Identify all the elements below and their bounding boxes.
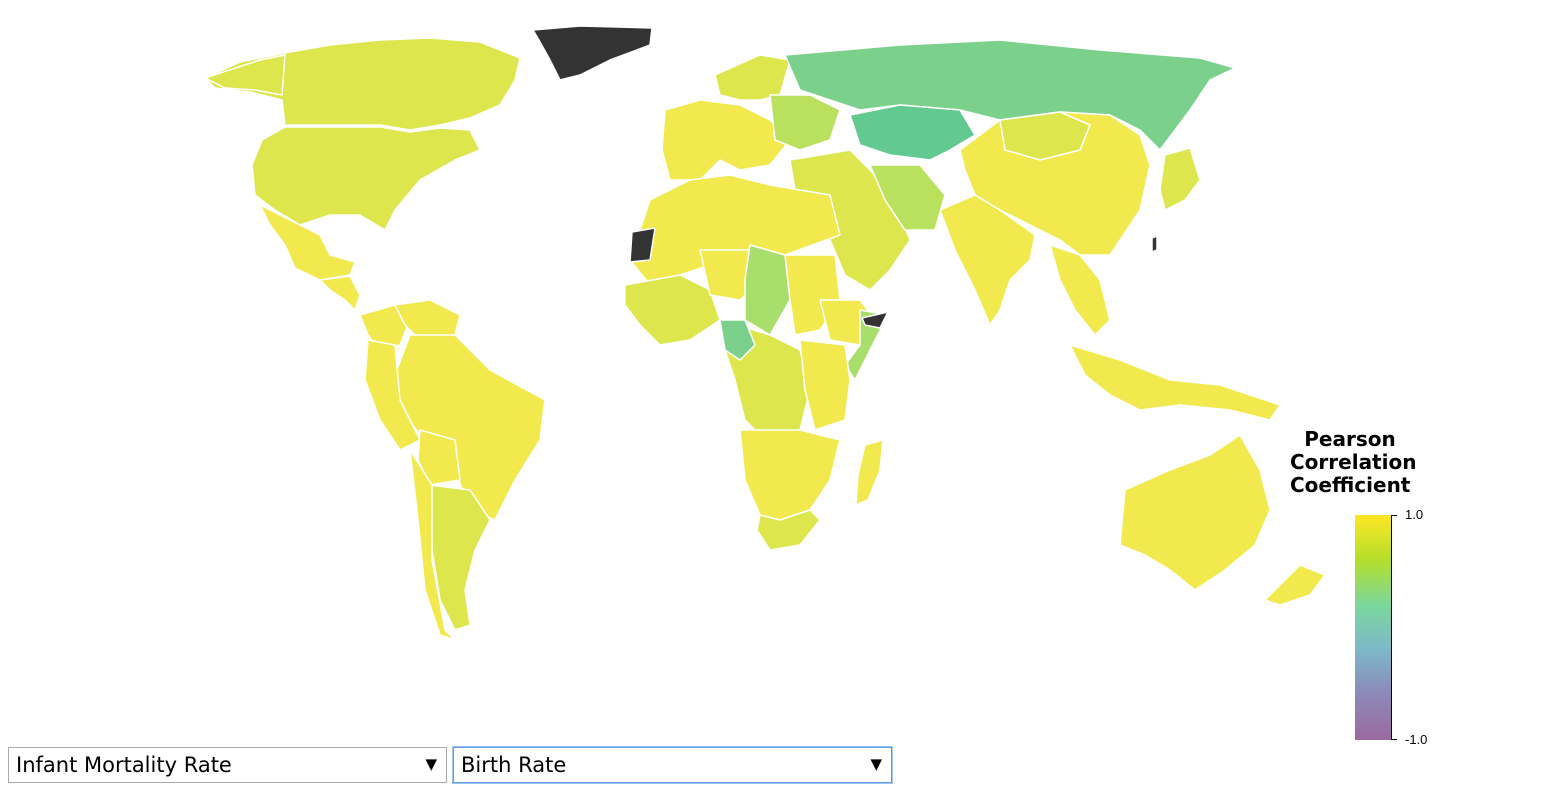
country-east-africa[interactable]	[799, 339, 851, 431]
country-southern-africa[interactable]	[739, 429, 841, 521]
country-japan[interactable]	[1159, 147, 1201, 211]
x-variable-select[interactable]: Infant Mortality Rate ▼	[8, 747, 447, 783]
country-europe[interactable]	[661, 99, 791, 181]
country-cameroon[interactable]	[719, 319, 756, 361]
country-west-africa[interactable]	[624, 274, 721, 346]
country-usa[interactable]	[251, 126, 481, 231]
legend-max-label: 1.0	[1405, 507, 1424, 522]
country-peru[interactable]	[364, 339, 421, 451]
country-southeast-asia[interactable]	[1049, 244, 1111, 336]
legend-tick-min	[1391, 739, 1397, 740]
y-variable-selected: Birth Rate	[461, 753, 567, 777]
chevron-down-icon: ▼	[870, 755, 882, 773]
country-iran[interactable]	[869, 164, 946, 231]
x-variable-selected: Infant Mortality Rate	[16, 753, 232, 777]
country-central-america[interactable]	[319, 275, 361, 311]
country-western-sahara[interactable]	[629, 227, 656, 263]
country-chile[interactable]	[409, 449, 456, 641]
legend-title-line-1: Pearson	[1304, 427, 1396, 451]
y-variable-select[interactable]: Birth Rate ▼	[453, 747, 892, 783]
legend-color-scale	[1355, 515, 1391, 740]
chevron-down-icon: ▼	[425, 755, 437, 773]
country-alaska[interactable]	[204, 54, 286, 96]
country-india[interactable]	[939, 194, 1036, 326]
legend-tick-max	[1391, 515, 1397, 516]
country-russia[interactable]	[784, 39, 1236, 151]
legend-axis	[1391, 515, 1398, 740]
legend-min-label: -1.0	[1405, 732, 1428, 747]
country-australia[interactable]	[1119, 434, 1271, 591]
country-madagascar[interactable]	[855, 439, 884, 506]
country-mongolia[interactable]	[999, 111, 1091, 161]
country-somaliland[interactable]	[861, 311, 889, 329]
country-bolivia[interactable]	[417, 429, 461, 486]
country-new-zealand[interactable]	[1264, 564, 1326, 606]
country-kazakhstan[interactable]	[849, 104, 976, 161]
legend-title-line-2: Correlation	[1290, 450, 1417, 474]
country-greenland[interactable]	[532, 25, 653, 81]
country-eastern-europe[interactable]	[769, 94, 841, 151]
country-mexico[interactable]	[259, 204, 356, 281]
legend-title: Pearson Correlation Coefficient	[1290, 427, 1417, 497]
country-taiwan[interactable]	[1151, 235, 1158, 253]
country-chad[interactable]	[744, 244, 791, 336]
country-south-africa[interactable]	[756, 509, 821, 551]
country-argentina[interactable]	[429, 484, 491, 631]
country-indonesia[interactable]	[1069, 344, 1281, 421]
legend-title-line-3: Coefficient	[1290, 473, 1411, 497]
country-scandinavia[interactable]	[714, 54, 791, 101]
